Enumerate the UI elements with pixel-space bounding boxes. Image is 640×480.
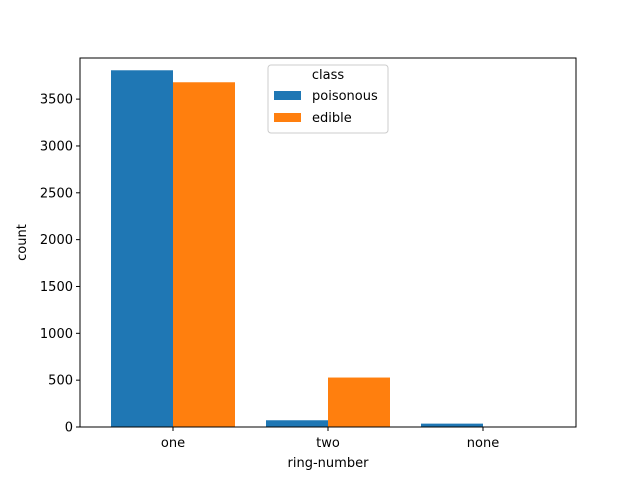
x-tick-label: two <box>316 436 340 451</box>
bar-edible-one <box>173 82 235 427</box>
bar-poisonous-one <box>111 70 173 427</box>
y-axis-ticks: 0 500 1000 1500 2000 2500 3000 3500 <box>40 93 80 436</box>
x-axis-ticks: one two none <box>161 427 499 451</box>
y-tick-label: 3500 <box>40 93 73 108</box>
y-axis-label: count <box>15 224 30 261</box>
x-tick-label: none <box>467 436 499 451</box>
legend: class poisonous edible <box>267 64 389 134</box>
y-tick-label: 500 <box>48 374 73 389</box>
y-tick-label: 1500 <box>40 280 73 295</box>
y-tick-label: 2500 <box>40 186 73 201</box>
legend-swatch-edible <box>274 113 301 122</box>
bar-edible-two <box>328 377 390 427</box>
x-axis-label: ring-number <box>288 456 370 471</box>
bar-poisonous-none <box>421 423 483 427</box>
y-tick-label: 2000 <box>40 233 73 248</box>
bar-poisonous-two <box>266 420 328 427</box>
y-tick-label: 0 <box>65 421 73 436</box>
legend-label-poisonous: poisonous <box>312 89 378 104</box>
y-tick-label: 1000 <box>40 327 73 342</box>
legend-title: class <box>312 68 344 83</box>
plot-frame <box>79 57 577 428</box>
y-tick-label: 3000 <box>40 139 73 154</box>
legend-swatch-poisonous <box>274 91 301 100</box>
bars-layer <box>111 70 483 427</box>
legend-label-edible: edible <box>312 111 352 126</box>
x-tick-label: one <box>161 436 185 451</box>
